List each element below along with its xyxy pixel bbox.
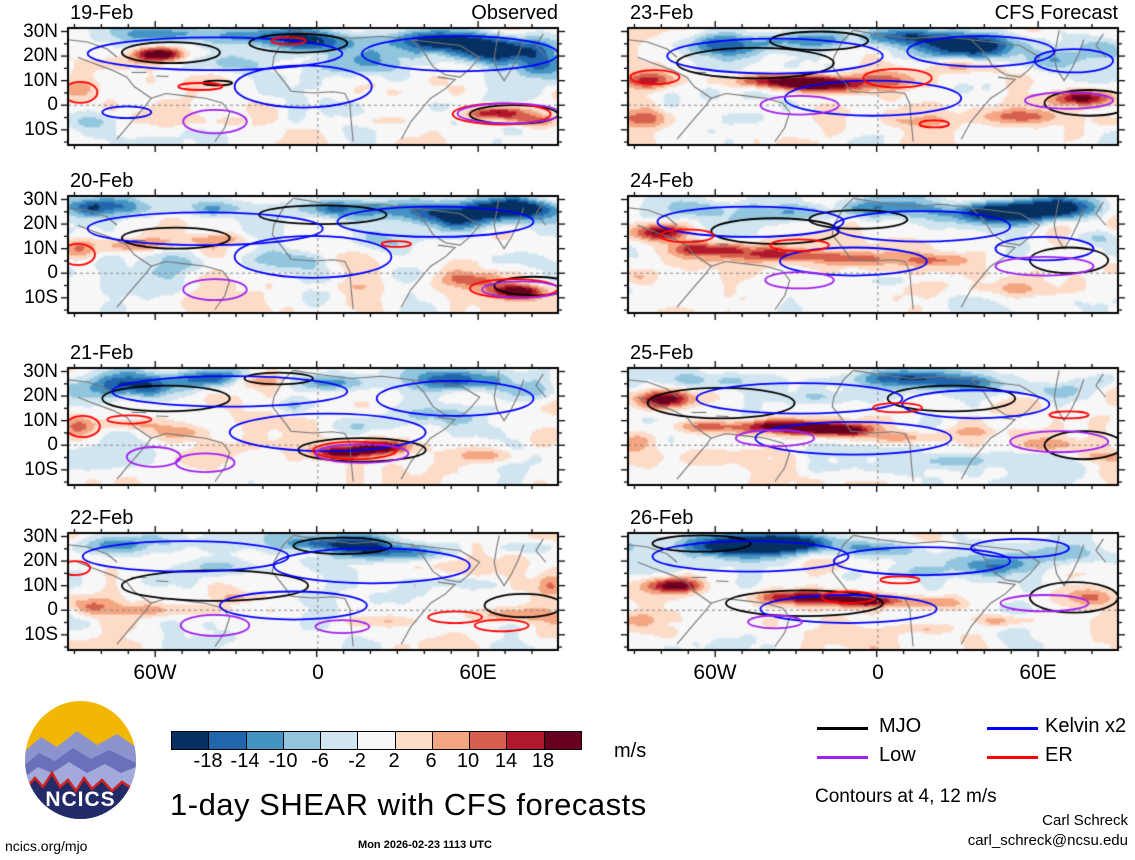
lat-tick-label: 20N <box>23 45 58 66</box>
lat-tick-label: 30N <box>23 361 58 382</box>
colorbar-segment <box>172 732 210 749</box>
lon-tick-label: 0 <box>312 661 324 684</box>
colorbar-units-label: m/s <box>614 740 647 762</box>
lat-tick-label: 30N <box>23 526 58 547</box>
map-canvas-26-Feb <box>619 524 1127 659</box>
colorbar-tick-label: -2 <box>348 750 366 772</box>
legend-line-low <box>817 756 868 759</box>
panel-date-label: 19-Feb <box>70 2 134 24</box>
legend-line-er <box>987 756 1038 759</box>
ncics-logo: NCICS <box>25 701 136 819</box>
lat-tick-label: 30N <box>23 21 58 42</box>
map-canvas-21-Feb <box>59 359 567 494</box>
lat-tick-label: 0 <box>47 94 58 115</box>
colorbar-segment <box>470 732 508 749</box>
panel-date-label: 23-Feb <box>630 2 694 24</box>
lon-tick-label: 60W <box>133 661 177 684</box>
lat-tick-label: 0 <box>47 434 58 455</box>
colorbar-tick-label: 2 <box>388 750 400 772</box>
colorbar-segment <box>358 732 396 749</box>
map-canvas-24-Feb <box>619 187 1127 322</box>
map-canvas-23-Feb <box>619 19 1127 154</box>
colorbar-tick-label: -10 <box>268 750 298 772</box>
legend-label-mjo: MJO <box>879 715 922 737</box>
lat-tick-label: 10N <box>23 70 58 91</box>
colorbar-segment <box>246 732 284 749</box>
colorbar-segment <box>507 732 545 749</box>
lat-tick-label: 10N <box>23 575 58 596</box>
panel-date-label: 26-Feb <box>630 507 694 529</box>
lat-tick-label: 30N <box>23 189 58 210</box>
lat-tick-label: 10S <box>24 624 58 645</box>
colorbar-segment <box>544 732 581 749</box>
footer-site-link[interactable]: ncics.org/mjo <box>5 838 88 854</box>
panel-date-label: 25-Feb <box>630 342 694 364</box>
lat-tick-label: 0 <box>47 599 58 620</box>
lat-tick-label: 20N <box>23 213 58 234</box>
colorbar-tick-label: -14 <box>230 750 260 772</box>
colorbar-tick-label: 6 <box>425 750 437 772</box>
colorbar <box>171 731 582 750</box>
lon-tick-label: 60W <box>693 661 737 684</box>
lat-tick-label: 20N <box>23 550 58 571</box>
ncics-logo-art: NCICS <box>25 701 136 819</box>
figure-title: 1-day SHEAR with CFS forecasts <box>170 787 647 822</box>
column-heading-forecast: CFS Forecast <box>994 2 1118 24</box>
colorbar-tick-label: 18 <box>531 750 555 772</box>
footer-timestamp: Mon 2026-02-23 1113 UTC <box>358 839 492 851</box>
panel-date-label: 21-Feb <box>70 342 134 364</box>
map-canvas-22-Feb <box>59 524 567 659</box>
colorbar-tick-label: 14 <box>494 750 518 772</box>
lon-tick-label: 60E <box>1019 661 1057 684</box>
lat-tick-label: 20N <box>23 385 58 406</box>
legend-label-kelvin-x2: Kelvin x2 <box>1045 715 1127 737</box>
colorbar-tick-label: 10 <box>456 750 480 772</box>
lat-tick-label: 10N <box>23 410 58 431</box>
credit-email: carl_schreck@ncsu.edu <box>967 832 1128 849</box>
column-heading-observed: Observed <box>471 2 558 24</box>
ncics-logo-text: NCICS <box>45 788 115 811</box>
colorbar-segment <box>209 732 247 749</box>
legend-line-kelvin-x2 <box>987 727 1038 730</box>
legend-label-er: ER <box>1045 744 1073 766</box>
panel-date-label: 24-Feb <box>630 170 694 192</box>
colorbar-segment <box>395 732 433 749</box>
colorbar-segment <box>321 732 359 749</box>
lat-tick-label: 10S <box>24 459 58 480</box>
lat-tick-label: 0 <box>47 262 58 283</box>
contour-levels-note: Contours at 4, 12 m/s <box>815 786 997 807</box>
map-canvas-19-Feb <box>59 19 567 154</box>
panel-date-label: 22-Feb <box>70 507 134 529</box>
lat-tick-label: 10N <box>23 238 58 259</box>
colorbar-segment <box>283 732 322 749</box>
map-canvas-20-Feb <box>59 187 567 322</box>
credit-name: Carl Schreck <box>1042 812 1128 829</box>
panel-date-label: 20-Feb <box>70 170 134 192</box>
colorbar-tick-label: -6 <box>311 750 329 772</box>
legend-line-mjo <box>817 727 868 730</box>
lat-tick-label: 10S <box>24 119 58 140</box>
colorbar-segment <box>432 732 471 749</box>
lon-tick-label: 0 <box>872 661 884 684</box>
legend-label-low: Low <box>879 744 916 766</box>
colorbar-tick-label: -18 <box>193 750 223 772</box>
map-canvas-25-Feb <box>619 359 1127 494</box>
lon-tick-label: 60E <box>459 661 497 684</box>
lat-tick-label: 10S <box>24 287 58 308</box>
